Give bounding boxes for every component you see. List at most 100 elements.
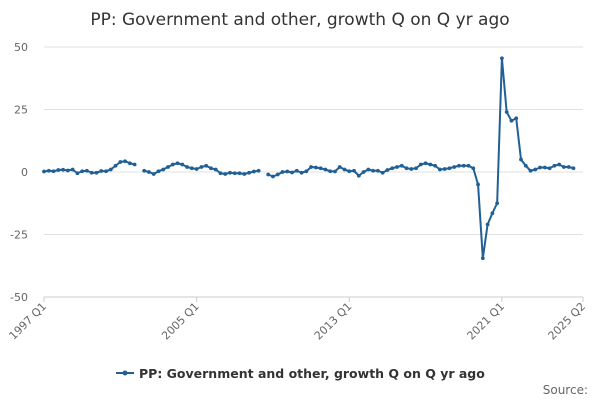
data-point[interactable] <box>170 162 175 167</box>
data-point[interactable] <box>118 160 123 164</box>
data-point[interactable] <box>418 162 423 167</box>
data-point[interactable] <box>375 168 380 173</box>
data-point[interactable] <box>209 166 213 171</box>
data-point[interactable] <box>476 182 480 187</box>
data-point[interactable] <box>271 174 275 179</box>
data-point[interactable] <box>204 163 209 168</box>
data-point[interactable] <box>65 168 70 173</box>
data-point[interactable] <box>323 167 328 172</box>
data-point[interactable] <box>75 171 80 176</box>
data-point[interactable] <box>304 169 309 174</box>
data-point[interactable] <box>500 56 504 61</box>
data-point[interactable] <box>538 165 542 170</box>
data-point[interactable] <box>557 162 562 167</box>
data-point[interactable] <box>123 159 127 164</box>
data-point[interactable] <box>80 169 85 174</box>
data-point[interactable] <box>251 169 256 174</box>
data-point[interactable] <box>519 157 523 162</box>
data-point[interactable] <box>504 110 509 114</box>
legend[interactable]: PP: Government and other, growth Q on Q … <box>116 366 485 381</box>
data-point[interactable] <box>151 172 156 176</box>
data-point[interactable] <box>371 168 376 173</box>
data-point[interactable] <box>328 169 333 174</box>
data-point[interactable] <box>571 166 576 171</box>
data-point[interactable] <box>228 170 232 175</box>
data-point[interactable] <box>490 211 495 216</box>
data-point[interactable] <box>299 170 304 175</box>
data-point[interactable] <box>132 162 137 167</box>
data-point[interactable] <box>562 165 566 169</box>
data-point[interactable] <box>433 163 438 168</box>
data-point[interactable] <box>342 167 347 172</box>
data-point[interactable] <box>161 167 166 172</box>
data-point[interactable] <box>480 256 485 261</box>
data-point[interactable] <box>414 166 418 171</box>
data-point[interactable] <box>70 167 75 172</box>
data-point[interactable] <box>523 163 528 168</box>
data-point[interactable] <box>85 168 89 173</box>
data-point[interactable] <box>194 167 199 171</box>
data-point[interactable] <box>542 165 547 170</box>
data-point[interactable] <box>104 169 108 174</box>
data-point[interactable] <box>89 170 94 175</box>
data-point[interactable] <box>495 201 500 206</box>
data-point[interactable] <box>147 170 151 174</box>
data-point[interactable] <box>189 166 194 171</box>
data-point[interactable] <box>352 168 356 173</box>
data-point[interactable] <box>547 166 552 171</box>
data-point[interactable] <box>466 163 471 168</box>
data-point[interactable] <box>242 172 247 176</box>
data-point[interactable] <box>94 170 99 175</box>
data-point[interactable] <box>42 169 46 174</box>
data-point[interactable] <box>180 162 185 167</box>
data-point[interactable] <box>333 169 337 174</box>
source-label[interactable]: Source: <box>543 383 588 397</box>
data-point[interactable] <box>213 167 218 172</box>
data-point[interactable] <box>461 163 466 168</box>
data-point[interactable] <box>514 116 519 121</box>
data-point[interactable] <box>409 167 414 171</box>
data-point[interactable] <box>218 171 223 176</box>
data-point[interactable] <box>509 118 514 123</box>
data-point[interactable] <box>566 165 571 169</box>
data-point[interactable] <box>46 168 51 173</box>
data-point[interactable] <box>313 165 318 170</box>
data-point[interactable] <box>275 172 280 177</box>
data-point[interactable] <box>423 161 428 166</box>
data-point[interactable] <box>438 167 442 172</box>
data-point[interactable] <box>347 169 352 174</box>
data-point[interactable] <box>318 166 323 171</box>
data-point[interactable] <box>361 170 366 174</box>
data-point[interactable] <box>395 165 399 169</box>
data-point[interactable] <box>127 161 132 166</box>
data-point[interactable] <box>399 163 404 168</box>
data-point[interactable] <box>232 171 237 176</box>
data-point[interactable] <box>366 167 371 172</box>
data-point[interactable] <box>428 162 433 167</box>
data-point[interactable] <box>404 166 409 171</box>
data-point[interactable] <box>280 170 285 174</box>
data-point[interactable] <box>247 170 252 175</box>
data-point[interactable] <box>51 169 56 174</box>
data-point[interactable] <box>485 222 490 227</box>
data-point[interactable] <box>156 169 161 174</box>
data-point[interactable] <box>108 167 113 172</box>
data-point[interactable] <box>285 169 290 174</box>
data-point[interactable] <box>533 167 538 172</box>
data-point[interactable] <box>452 165 457 169</box>
data-point[interactable] <box>442 167 447 171</box>
data-point[interactable] <box>99 169 104 173</box>
data-point[interactable] <box>199 165 204 169</box>
data-point[interactable] <box>552 163 557 168</box>
data-point[interactable] <box>356 173 361 178</box>
data-point[interactable] <box>380 170 385 175</box>
data-point[interactable] <box>290 170 294 175</box>
data-point[interactable] <box>175 161 180 166</box>
data-point[interactable] <box>113 163 118 168</box>
data-point[interactable] <box>185 165 189 169</box>
data-point[interactable] <box>390 166 395 171</box>
data-point[interactable] <box>337 165 342 169</box>
data-point[interactable] <box>223 172 228 176</box>
data-point[interactable] <box>266 172 271 177</box>
data-point[interactable] <box>528 168 533 173</box>
